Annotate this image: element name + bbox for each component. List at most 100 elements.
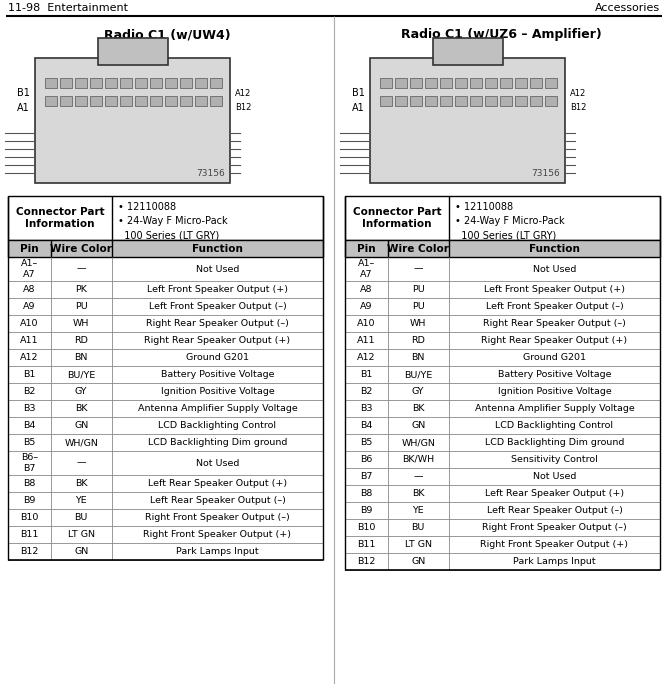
Text: B8: B8	[23, 479, 35, 488]
Bar	[345, 315, 660, 332]
Text: GY: GY	[75, 387, 88, 396]
Text: BK: BK	[75, 479, 88, 488]
Text: Right Rear Speaker Output (–): Right Rear Speaker Output (–)	[146, 319, 289, 328]
Text: B11: B11	[357, 540, 375, 549]
Bar	[8, 434, 323, 451]
Bar	[45, 96, 57, 106]
Bar	[180, 96, 192, 106]
Bar	[485, 96, 497, 106]
Text: A8: A8	[23, 285, 35, 294]
Text: A8: A8	[360, 285, 373, 294]
Bar	[345, 468, 660, 485]
Text: Battery Positive Voltage: Battery Positive Voltage	[161, 370, 275, 379]
Text: A12: A12	[20, 353, 39, 362]
Bar	[210, 96, 222, 106]
Text: BN: BN	[411, 353, 425, 362]
Text: Wire Color: Wire Color	[50, 244, 112, 254]
Text: PU: PU	[75, 302, 88, 311]
Text: Right Front Speaker Output (+): Right Front Speaker Output (+)	[480, 540, 629, 549]
Text: B12: B12	[570, 103, 587, 112]
Bar	[545, 78, 557, 88]
Text: A1: A1	[352, 103, 365, 113]
Text: Accessories: Accessories	[595, 3, 660, 13]
Bar	[8, 196, 323, 240]
Bar	[195, 96, 207, 106]
Text: BK/WH: BK/WH	[402, 455, 434, 464]
Bar	[345, 298, 660, 315]
Text: RD: RD	[411, 336, 425, 345]
Bar	[8, 298, 323, 315]
Bar	[120, 96, 132, 106]
Text: A10: A10	[20, 319, 39, 328]
Text: GY: GY	[412, 387, 424, 396]
Bar	[345, 281, 660, 298]
Text: Left Rear Speaker Output (+): Left Rear Speaker Output (+)	[485, 489, 624, 498]
Text: B7: B7	[360, 472, 373, 481]
Text: Sensitivity Control: Sensitivity Control	[511, 455, 598, 464]
Bar	[35, 58, 230, 183]
Text: Battery Positive Voltage: Battery Positive Voltage	[498, 370, 611, 379]
Bar	[500, 96, 512, 106]
Text: RD: RD	[74, 336, 88, 345]
Text: B6: B6	[360, 455, 373, 464]
Text: A11: A11	[357, 336, 375, 345]
Text: WH: WH	[73, 319, 90, 328]
Text: A12: A12	[235, 88, 251, 98]
Text: B12: B12	[235, 103, 251, 112]
Text: BK: BK	[412, 404, 424, 413]
Text: A9: A9	[23, 302, 35, 311]
Text: PK: PK	[75, 285, 88, 294]
Bar	[530, 96, 542, 106]
Text: B3: B3	[23, 404, 35, 413]
Text: YE: YE	[412, 506, 424, 515]
Text: —: —	[77, 265, 86, 274]
Text: B3: B3	[360, 404, 373, 413]
Text: B9: B9	[23, 496, 35, 505]
Bar	[8, 451, 323, 475]
Text: Not Used: Not Used	[196, 265, 239, 274]
Bar	[500, 78, 512, 88]
Text: Right Front Speaker Output (+): Right Front Speaker Output (+)	[144, 530, 291, 539]
Bar	[432, 38, 502, 65]
Bar	[470, 96, 482, 106]
Bar	[440, 78, 452, 88]
Bar	[105, 96, 117, 106]
Text: Left Rear Speaker Output (–): Left Rear Speaker Output (–)	[486, 506, 623, 515]
Bar	[150, 96, 162, 106]
Bar	[8, 492, 323, 509]
Bar	[395, 78, 407, 88]
Text: • 12110088
• 24-Way F Micro-Pack
  100 Series (LT GRY): • 12110088 • 24-Way F Micro-Pack 100 Ser…	[118, 202, 228, 240]
Text: A12: A12	[357, 353, 375, 362]
Bar	[8, 509, 323, 526]
Text: BK: BK	[75, 404, 88, 413]
Text: Function: Function	[529, 244, 580, 254]
Bar	[8, 526, 323, 543]
Text: B12: B12	[357, 557, 375, 566]
Text: LCD Backlighting Control: LCD Backlighting Control	[496, 421, 613, 430]
Text: Ground G201: Ground G201	[523, 353, 586, 362]
Text: B5: B5	[23, 438, 35, 447]
Bar	[515, 96, 527, 106]
Bar	[165, 96, 177, 106]
Bar	[370, 58, 565, 183]
Bar	[8, 383, 323, 400]
Bar	[8, 400, 323, 417]
Bar	[105, 78, 117, 88]
Bar	[380, 96, 392, 106]
Text: B2: B2	[23, 387, 35, 396]
Bar	[120, 78, 132, 88]
Bar	[455, 96, 467, 106]
Text: Park Lamps Input: Park Lamps Input	[176, 547, 259, 556]
Bar	[75, 96, 87, 106]
Text: B1: B1	[17, 88, 30, 98]
Bar	[380, 78, 392, 88]
Bar	[8, 366, 323, 383]
Bar	[530, 78, 542, 88]
Text: Pin: Pin	[20, 244, 39, 254]
Text: A10: A10	[357, 319, 375, 328]
Text: Right Rear Speaker Output (+): Right Rear Speaker Output (+)	[482, 336, 627, 345]
Bar	[90, 96, 102, 106]
Text: B1: B1	[360, 370, 373, 379]
Bar	[345, 519, 660, 536]
Text: Pin: Pin	[357, 244, 375, 254]
